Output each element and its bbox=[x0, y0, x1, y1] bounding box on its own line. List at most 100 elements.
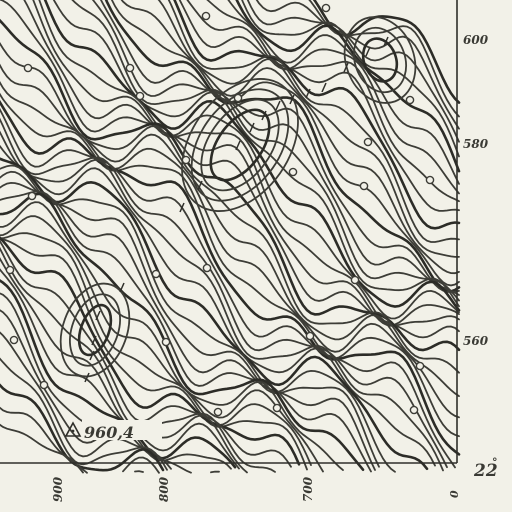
contour-line bbox=[0, 18, 461, 352]
survey-circle bbox=[305, 331, 315, 341]
survey-circle bbox=[272, 403, 282, 413]
hachure-mark bbox=[119, 282, 125, 293]
contour-line bbox=[157, 0, 460, 258]
contour-line bbox=[71, 0, 460, 302]
closed-contour bbox=[59, 282, 131, 378]
contour-line bbox=[0, 309, 220, 474]
contour-line bbox=[0, 63, 460, 397]
contour-line bbox=[0, 0, 460, 339]
survey-circle bbox=[125, 63, 135, 73]
contour-line bbox=[167, 0, 460, 243]
frame-label-bottom-800: 800 bbox=[157, 476, 171, 502]
contour-line bbox=[23, 0, 460, 327]
contour-line bbox=[178, 0, 460, 212]
hachure-mark bbox=[249, 122, 255, 133]
frame-label-right-560: 560 bbox=[463, 334, 489, 348]
survey-circle bbox=[9, 335, 19, 345]
contour-line bbox=[43, 0, 461, 312]
spot-height-marker: 960,4 bbox=[64, 420, 162, 442]
closed-contour bbox=[181, 78, 299, 212]
hachure-mark bbox=[235, 140, 241, 151]
closed-contour bbox=[200, 98, 280, 192]
survey-circle bbox=[161, 337, 171, 347]
closed-contour bbox=[69, 293, 121, 367]
corner-degree: ° bbox=[492, 456, 498, 469]
hachure-mark bbox=[84, 372, 90, 383]
contour-line bbox=[38, 0, 460, 320]
survey-circle bbox=[181, 155, 191, 165]
contour-line bbox=[0, 279, 237, 469]
closed-contour bbox=[77, 303, 113, 357]
contour-lines bbox=[0, 0, 461, 474]
closed-contour bbox=[343, 16, 417, 104]
survey-circle bbox=[151, 269, 161, 279]
survey-circle bbox=[415, 361, 425, 371]
contour-line bbox=[0, 99, 461, 456]
contour-line bbox=[241, 0, 460, 158]
closed-contour bbox=[209, 108, 271, 182]
contour-line bbox=[0, 257, 248, 474]
survey-circle bbox=[201, 11, 211, 21]
survey-circle bbox=[363, 137, 373, 147]
contour-line bbox=[0, 237, 308, 471]
contour-line bbox=[206, 0, 460, 195]
survey-circle bbox=[359, 181, 369, 191]
contour-line bbox=[0, 107, 456, 469]
frame-label-right-600: 600 bbox=[463, 33, 489, 47]
hachure-mark bbox=[305, 88, 311, 99]
survey-circle bbox=[5, 265, 15, 275]
contour-line bbox=[0, 181, 376, 471]
survey-circle bbox=[233, 93, 243, 103]
closed-contour bbox=[190, 88, 290, 202]
contour-line bbox=[52, 0, 460, 308]
survey-circle bbox=[409, 405, 419, 415]
contour-line bbox=[0, 236, 301, 466]
hachure-mark bbox=[91, 335, 97, 346]
hachure-mark bbox=[383, 36, 389, 47]
contour-line bbox=[255, 0, 460, 130]
contour-line bbox=[186, 0, 460, 203]
survey-circle bbox=[288, 167, 298, 177]
survey-circle bbox=[405, 95, 415, 105]
spot-circles bbox=[5, 3, 435, 417]
contour-line bbox=[0, 157, 429, 471]
contour-line bbox=[0, 232, 312, 466]
survey-circle bbox=[23, 63, 33, 73]
contour-line bbox=[0, 92, 460, 438]
survey-circle bbox=[135, 91, 145, 101]
hachure-mark bbox=[89, 350, 95, 361]
survey-circle bbox=[425, 175, 435, 185]
contour-line bbox=[0, 423, 144, 474]
spot-height-label: 960,4 bbox=[84, 423, 134, 442]
closed-contour bbox=[353, 26, 407, 94]
contour-line bbox=[173, 0, 461, 230]
frame-label-bottom-700: 700 bbox=[301, 476, 315, 502]
contour-line bbox=[227, 0, 460, 185]
contour-line bbox=[0, 190, 372, 473]
survey-circle bbox=[202, 263, 212, 273]
hachure-mark bbox=[321, 82, 327, 93]
contour-line bbox=[246, 0, 460, 143]
contour-line bbox=[0, 268, 240, 470]
hachure-mark bbox=[275, 100, 281, 111]
hachure-mark bbox=[343, 62, 349, 73]
hachure-mark bbox=[289, 94, 295, 105]
contour-line bbox=[0, 144, 436, 467]
contour-line bbox=[0, 117, 448, 469]
contour-line bbox=[120, 0, 460, 275]
hachure-mark bbox=[179, 202, 185, 213]
survey-circle bbox=[213, 407, 223, 417]
hachure-mark bbox=[197, 180, 203, 191]
frame-label-bottom-900: 900 bbox=[51, 476, 65, 502]
contour-line bbox=[0, 215, 324, 473]
contour-line bbox=[0, 192, 365, 471]
survey-circle bbox=[39, 380, 49, 390]
contour-line bbox=[91, 0, 460, 296]
hachure-mark bbox=[261, 110, 267, 121]
corner-label: 22 bbox=[473, 461, 498, 481]
contour-line bbox=[0, 357, 168, 471]
survey-circle bbox=[27, 191, 37, 201]
contour-line bbox=[0, 201, 344, 471]
corner-bottom-label: 0 bbox=[448, 490, 461, 498]
